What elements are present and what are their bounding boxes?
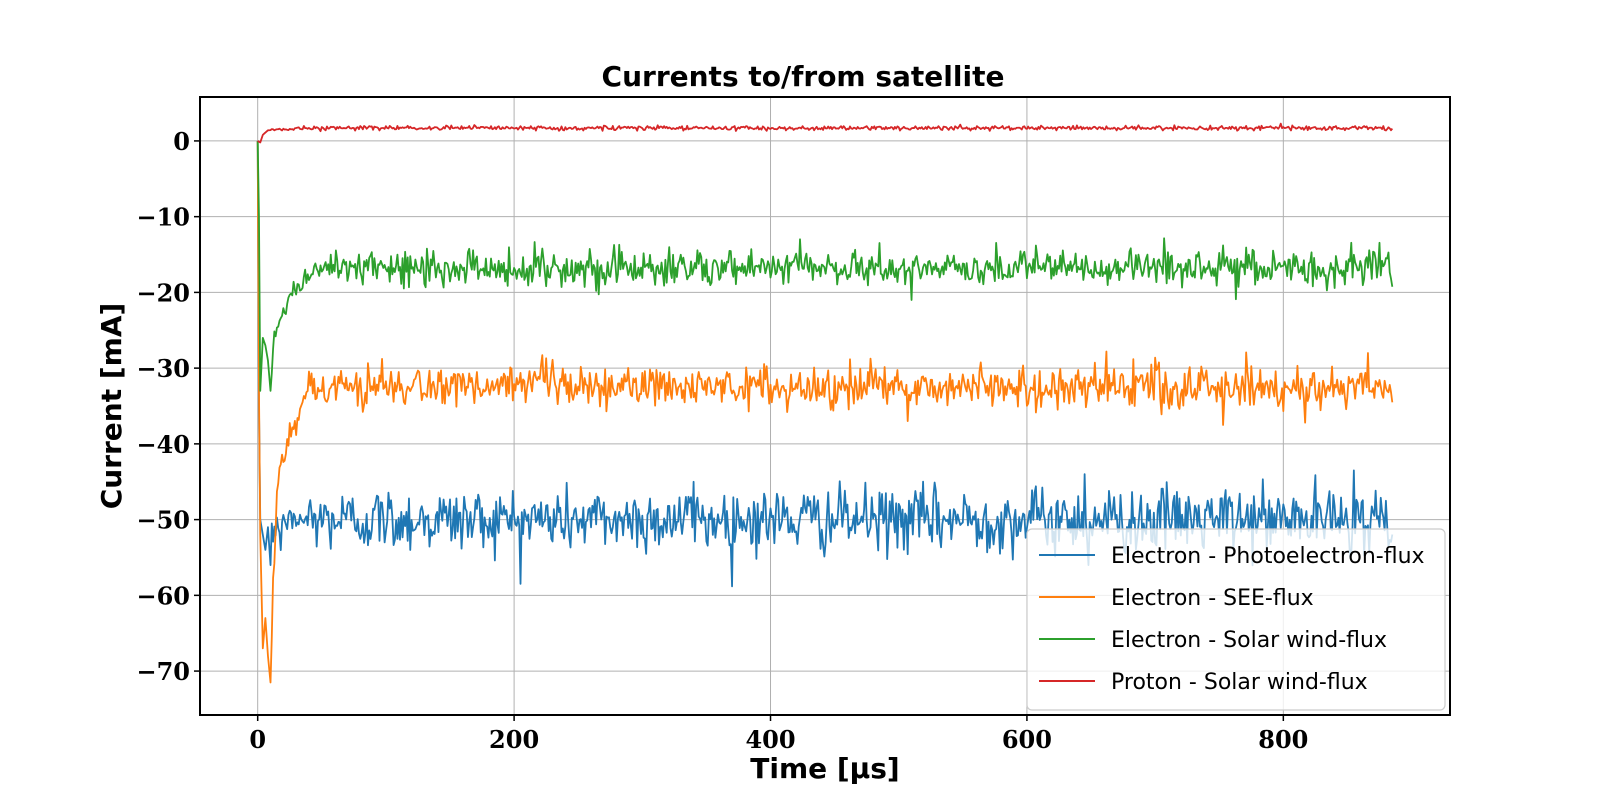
y-tick-label: −10 [136,203,190,232]
legend: Electron - Photoelectron-flux Electron - … [1026,528,1446,711]
x-tick-label: 800 [1258,725,1308,754]
y-tick-label: −70 [136,657,190,686]
x-tick-label: 400 [745,725,795,754]
y-tick-label: −50 [136,506,190,535]
legend-box [1026,528,1446,711]
plot-frame [199,96,1451,716]
x-tick-label: 200 [489,725,539,754]
y-axis-label: Current [mA] [95,303,128,510]
series-line [256,140,1394,684]
x-tick-label: 600 [1002,725,1052,754]
y-tick-label: −60 [136,581,190,610]
legend-label: Electron - Photoelectron-flux [1111,544,1425,569]
series-line [257,122,1394,144]
legend-label: Proton - Solar wind-flux [1111,670,1368,695]
y-tick-label: 0 [173,127,190,156]
tick-layer: 0 200 400 600 800 0 −10 −20 −30 −40 −50 −60 −70 [136,127,1308,754]
x-tick-label: 0 [249,725,266,754]
x-axis-label: Time [μs] [750,752,899,785]
chart-title: Currents to/from satellite [602,60,1005,93]
legend-label: Electron - SEE-flux [1111,586,1314,611]
y-tick-label: −20 [136,278,190,307]
series-line [256,140,1394,392]
y-tick-label: −40 [136,430,190,459]
y-tick-label: −30 [136,354,190,383]
legend-label: Electron - Solar wind-flux [1111,628,1387,653]
